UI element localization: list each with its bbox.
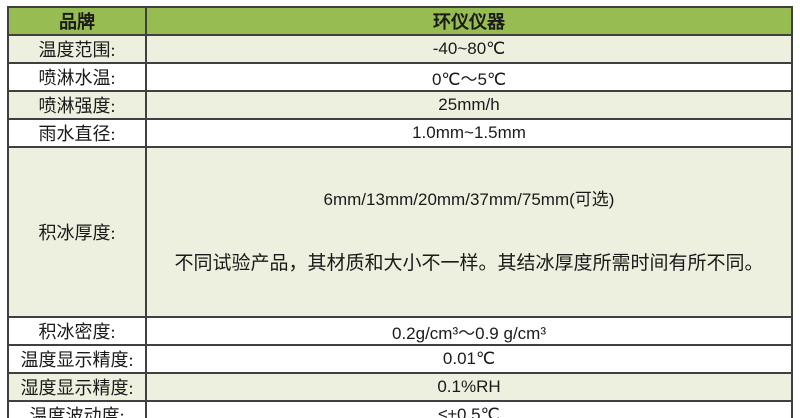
spec-value: ≤±0.5℃ (145, 400, 793, 418)
vendor-header-cell: 环仪仪器 (145, 6, 793, 36)
spec-value: 0.1%RH (145, 372, 793, 402)
spec-label: 温度波动度: (7, 400, 147, 418)
spec-label: 湿度显示精度: (7, 372, 147, 402)
spec-value: 0.2g/cm³～0.9 g/cm³ (145, 316, 793, 346)
brand-header-cell: 品牌 (7, 6, 147, 36)
spec-value-line2: 不同试验产品，其材质和大小不一样。其结冰厚度所需时间有所不同。 (174, 253, 764, 274)
table-row-ice-thickness: 积冰厚度: 6mm/13mm/20mm/37mm/75mm(可选) 不同试验产品… (7, 146, 793, 318)
spec-label: 积冰厚度: (7, 146, 147, 318)
table-row-spray-water-temp: 喷淋水温: 0℃～5℃ (7, 62, 793, 92)
spec-label: 雨水直径: (7, 118, 147, 148)
header-row: 品牌 环仪仪器 (7, 6, 793, 36)
spec-value: -40~80℃ (145, 34, 793, 64)
spec-label: 喷淋强度: (7, 90, 147, 120)
table-row-temp-fluctuation: 温度波动度: ≤±0.5℃ (7, 400, 793, 418)
table-row-temp-range: 温度范围: -40~80℃ (7, 34, 793, 64)
table-row-raindrop-diameter: 雨水直径: 1.0mm~1.5mm (7, 118, 793, 148)
spec-label: 积冰密度: (7, 316, 147, 346)
table-row-ice-density: 积冰密度: 0.2g/cm³～0.9 g/cm³ (7, 316, 793, 346)
spec-value: 0℃～5℃ (145, 62, 793, 92)
table-row-spray-intensity: 喷淋强度: 25mm/h (7, 90, 793, 120)
spec-label: 喷淋水温: (7, 62, 147, 92)
table-row-humidity-display-resolution: 湿度显示精度: 0.1%RH (7, 372, 793, 402)
spec-table: 品牌 环仪仪器 温度范围: -40~80℃ 喷淋水温: 0℃～5℃ 喷淋强度: … (7, 6, 793, 418)
spec-label: 温度显示精度: (7, 344, 147, 374)
spec-value: 1.0mm~1.5mm (145, 118, 793, 148)
spec-value: 0.01℃ (145, 344, 793, 374)
spec-label: 温度范围: (7, 34, 147, 64)
spec-value: 25mm/h (145, 90, 793, 120)
spec-value: 6mm/13mm/20mm/37mm/75mm(可选) 不同试验产品，其材质和大… (145, 146, 793, 318)
spec-table-container: 品牌 环仪仪器 温度范围: -40~80℃ 喷淋水温: 0℃～5℃ 喷淋强度: … (7, 6, 793, 418)
spec-value-line1: 6mm/13mm/20mm/37mm/75mm(可选) (323, 190, 615, 209)
table-row-temp-display-resolution: 温度显示精度: 0.01℃ (7, 344, 793, 374)
